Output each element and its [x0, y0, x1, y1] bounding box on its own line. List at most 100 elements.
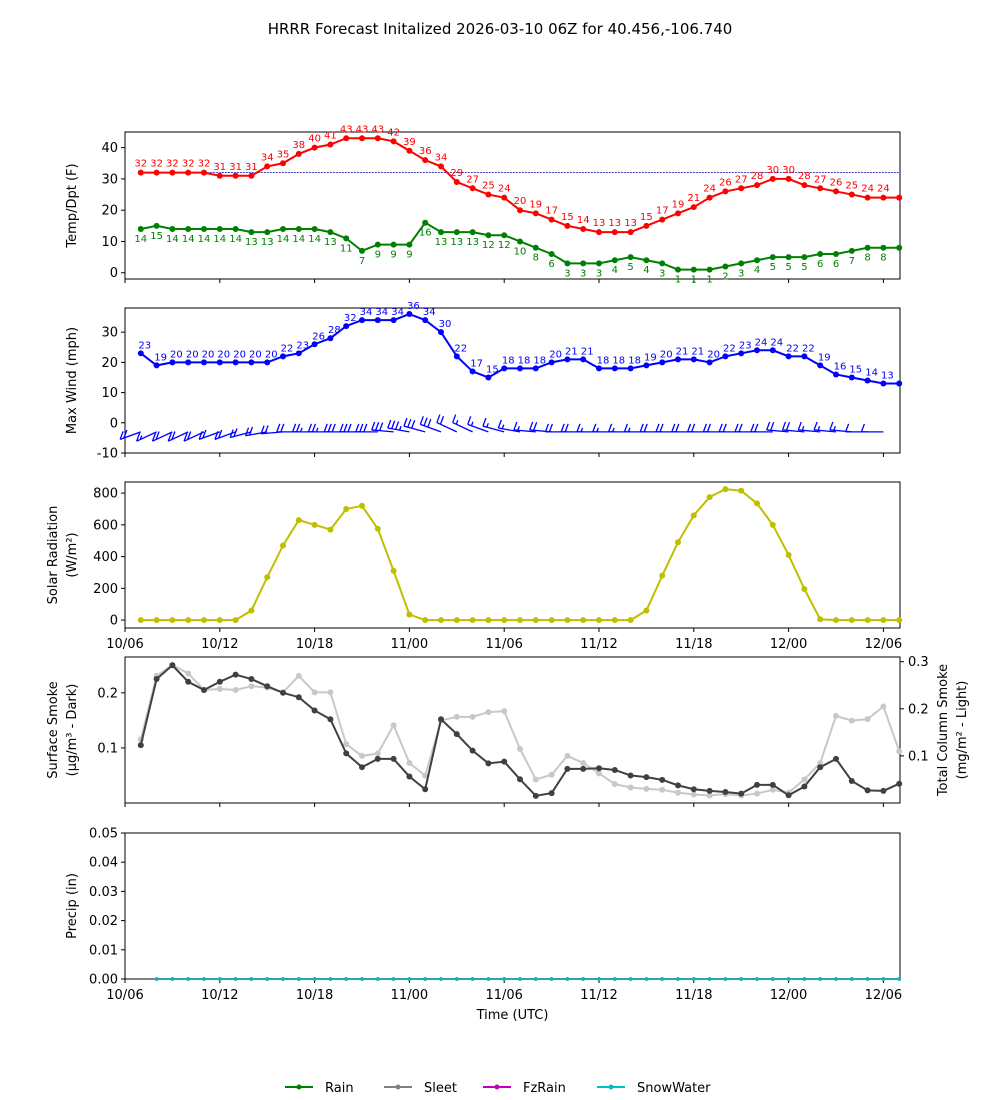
solar-point	[675, 539, 681, 546]
column-smoke-point	[422, 772, 429, 779]
dewpoint-data-label: 13	[261, 237, 274, 248]
surface-smoke-point	[453, 731, 460, 738]
precip-snowwater-point	[549, 977, 554, 981]
wind-barb-flag	[750, 423, 755, 433]
dewpoint-data-label: 1	[706, 275, 712, 286]
wind-data-label: 22	[802, 343, 815, 354]
x-tick-label: 12/06	[865, 988, 902, 1003]
wind-barb-flag	[675, 423, 680, 433]
wind-barb-half-flag	[817, 426, 821, 431]
wind-barb-flag	[718, 423, 723, 433]
wind-barb	[482, 417, 505, 433]
y-axis-label: (mg/m² - Light)	[955, 681, 970, 780]
dewpoint-point	[833, 250, 839, 257]
dewpoint-data-label: 1	[675, 275, 681, 286]
surface-smoke-point	[311, 707, 318, 714]
wind-point	[517, 365, 523, 372]
precip-snowwater-point	[597, 977, 601, 981]
precip-snowwater-point	[344, 977, 349, 981]
temp-point	[201, 169, 207, 176]
wind-barb-flag	[151, 432, 157, 442]
dewpoint-point	[880, 244, 887, 251]
dewpoint-point	[406, 241, 413, 248]
wind-barb-flag	[436, 414, 441, 423]
dewpoint-data-label: 13	[245, 237, 258, 248]
temp-point	[801, 182, 808, 189]
temp-data-label: 19	[672, 199, 685, 210]
solar-point	[643, 607, 650, 614]
temp-data-label: 30	[766, 165, 779, 176]
dewpoint-point	[453, 229, 460, 236]
surface-smoke-point	[216, 678, 223, 685]
temp-data-label: 31	[213, 162, 226, 173]
solar-point	[564, 617, 571, 624]
precip-snowwater-point	[707, 977, 712, 981]
wind-point	[248, 359, 255, 366]
wind-barb-shaft	[371, 429, 394, 433]
temp-point	[264, 163, 271, 170]
temp-point	[280, 160, 286, 167]
temp-point	[517, 207, 523, 214]
y-axis-label: Precip (in)	[65, 873, 80, 939]
precip-snowwater-point	[376, 977, 380, 981]
surface-smoke-point	[643, 774, 650, 781]
surface-smoke-point	[517, 776, 523, 783]
wind-data-label: 18	[518, 355, 531, 366]
y-tick-label: 200	[93, 582, 118, 597]
wind-barb-flag	[119, 431, 124, 440]
temp-point	[580, 225, 587, 232]
x-tick-label: 10/12	[201, 988, 238, 1003]
wind-barb-flag	[391, 420, 396, 429]
temp-point	[501, 194, 508, 201]
wind-barb-shaft	[387, 427, 410, 433]
temp-data-label: 25	[482, 181, 495, 192]
wind-data-label: 19	[154, 352, 167, 363]
dewpoint-data-label: 5	[770, 262, 776, 273]
temp-point	[532, 210, 539, 217]
wind-barb-flag	[423, 417, 428, 426]
surface-smoke-point	[390, 755, 397, 762]
temp-point	[706, 194, 713, 201]
column-smoke-point	[548, 771, 555, 778]
wind-barb-flag	[754, 423, 759, 433]
wind-data-label: 21	[581, 346, 594, 357]
wind-barb-shaft	[467, 423, 489, 433]
precip-snowwater-point	[360, 977, 364, 981]
solar-point	[532, 617, 539, 624]
column-smoke-point	[485, 709, 492, 716]
surface-smoke-point	[201, 687, 207, 694]
wind-point	[706, 359, 713, 366]
solar-point	[596, 617, 602, 624]
y-tick-label: 0	[110, 266, 118, 281]
x-tick-label: 10/12	[201, 637, 238, 652]
x-tick-label: 10/18	[296, 637, 333, 652]
dewpoint-point	[169, 225, 176, 232]
temp-point	[422, 157, 429, 164]
precip-snowwater-point	[281, 977, 285, 981]
column-smoke-point	[501, 708, 508, 715]
x-tick-label: 12/00	[770, 988, 807, 1003]
dewpoint-data-label: 3	[580, 268, 586, 279]
y-tick-label: 20	[101, 356, 118, 371]
precip-snowwater-point	[265, 977, 270, 981]
surface-smoke-point	[706, 787, 713, 794]
wind-data-label: 20	[186, 349, 199, 360]
wind-barb	[529, 421, 552, 433]
solar-point	[453, 617, 460, 624]
wind-data-label: 34	[375, 307, 388, 318]
wind-barb-flag	[497, 419, 502, 429]
temp-data-label: 27	[466, 174, 479, 185]
temp-data-label: 32	[166, 159, 179, 170]
surface-smoke-point	[769, 781, 776, 788]
precip-snowwater-point	[818, 977, 822, 981]
wind-barb-flag	[123, 429, 128, 439]
precip-snowwater-point	[676, 977, 680, 981]
y-axis-label: (W/m²)	[65, 532, 80, 577]
dewpoint-data-label: 7	[359, 256, 365, 267]
temp-data-label: 42	[387, 127, 400, 138]
y-tick-label: 0.00	[89, 973, 118, 988]
wind-barb-flag	[183, 432, 188, 442]
surface-smoke-point	[185, 678, 192, 685]
surface-smoke-point	[469, 747, 476, 754]
legend-marker	[608, 1084, 614, 1090]
